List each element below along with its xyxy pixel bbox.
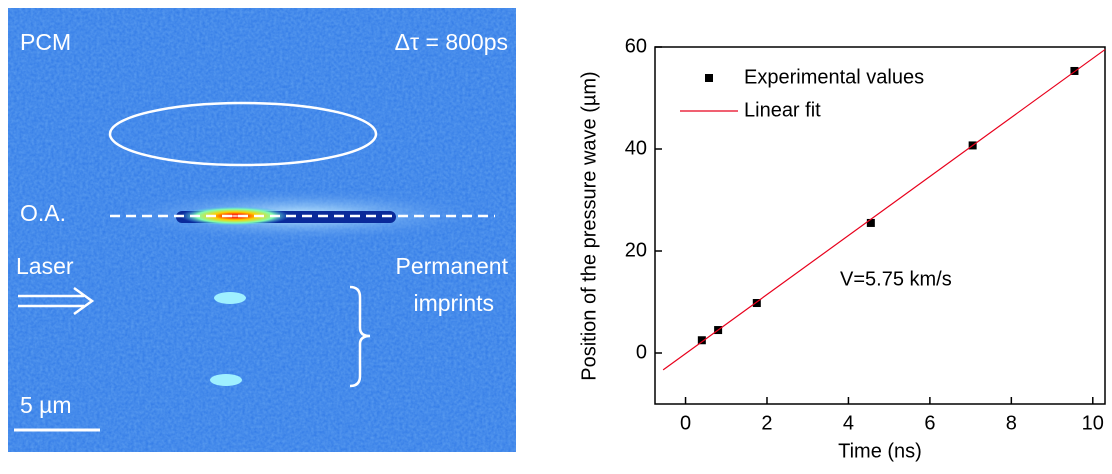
annotation: V=5.75 km/s [840,268,952,290]
point [697,336,706,345]
x-tick-label: 2 [761,412,772,434]
chart: Time (ns) Position of the pressure wave … [578,35,1106,462]
ellipse [108,101,378,167]
label: PCM [20,29,71,55]
label: imprints [413,290,494,316]
imprint [210,374,242,386]
y-tick-label: 0 [636,341,647,363]
plot-frame [654,46,1106,405]
label: 5 µm [20,392,72,418]
y-tick-label: 20 [625,239,647,261]
point [752,299,761,308]
micrograph: PCM Δτ = 800ps O.A. Laser Permanent impr… [8,8,516,452]
imprint [214,292,246,304]
x-tick-label: 10 [1082,412,1104,434]
brace [349,285,371,388]
legend-label: Experimental values [744,66,924,88]
point [866,218,875,227]
x-tick-label: 6 [924,412,935,434]
label: Permanent [395,253,508,279]
label: Laser [16,253,74,279]
x-tick-label: 0 [680,412,691,434]
legend-marker [705,74,713,82]
laser-arrow [18,286,95,316]
y-tick-label: 40 [625,137,647,159]
legend-label: Linear fit [744,99,821,121]
y-axis-label: Position of the pressure wave (µm) [578,71,600,380]
y-tick-label: 60 [625,35,647,57]
x-tick-label: 4 [843,412,854,434]
x-axis-label: Time (ns) [838,440,922,462]
hotspot [180,206,290,226]
label: O.A. [20,200,66,226]
x-tick-label: 8 [1006,412,1017,434]
label: Δτ = 800ps [395,29,508,55]
fit-line [662,49,1106,371]
